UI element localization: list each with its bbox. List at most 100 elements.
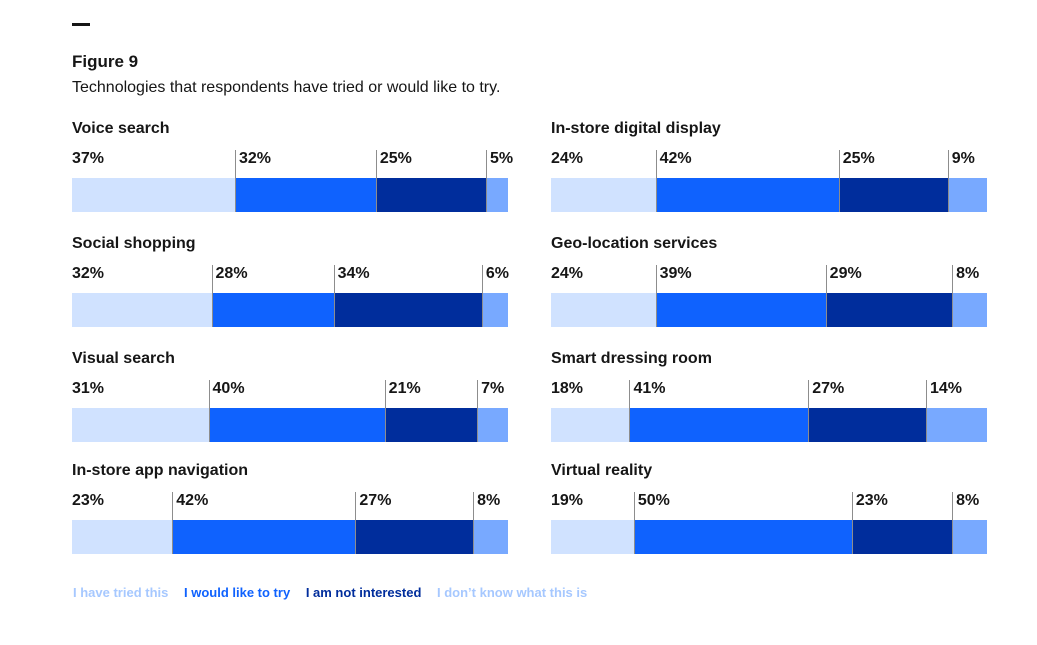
segment-divider — [477, 380, 478, 442]
segment-divider — [629, 380, 630, 442]
data-label-would-like: 50% — [637, 492, 670, 509]
segment-divider — [376, 150, 377, 212]
data-label-not-interested: 34% — [337, 265, 370, 282]
bar-segment-dont-know — [473, 520, 508, 554]
data-label-not-interested: 27% — [812, 380, 845, 397]
bar-segment-tried — [72, 408, 209, 442]
segment-divider — [355, 492, 356, 554]
data-label-would-like: 32% — [238, 150, 271, 167]
segment-divider — [634, 492, 635, 554]
legend: I have tried this I would like to try I … — [73, 585, 599, 600]
data-label-would-like: 40% — [212, 380, 245, 397]
data-label-would-like: 28% — [215, 265, 248, 282]
bar-title-in-store-app-navigation: In-store app navigation — [72, 462, 249, 479]
data-label-tried: 23% — [72, 492, 105, 509]
bar-segment-tried — [551, 408, 630, 442]
data-label-not-interested: 29% — [829, 265, 862, 282]
bar-segment-dont-know — [481, 293, 508, 327]
bar-segment-dont-know — [925, 408, 987, 442]
segment-divider — [952, 265, 953, 327]
bar-segment-tried — [72, 293, 212, 327]
legend-item-dont-know: I don’t know what this is — [437, 585, 588, 600]
bar-segment-not-interested — [355, 520, 474, 554]
data-label-tried: 18% — [551, 380, 584, 397]
bar-segment-would-like — [655, 293, 826, 327]
figure-subtitle: Technologies that respondents have tried… — [72, 79, 501, 96]
bar-segment-tried — [72, 178, 235, 212]
data-label-tried: 24% — [551, 265, 584, 282]
bar-segment-tried — [551, 520, 634, 554]
bar-segment-not-interested — [333, 293, 482, 327]
legend-item-tried: I have tried this — [73, 585, 169, 600]
data-label-tried: 24% — [551, 150, 584, 167]
segment-divider — [926, 380, 927, 442]
bar-title-geo-location-services: Geo-location services — [551, 235, 718, 252]
segment-divider — [656, 150, 657, 212]
segment-divider — [952, 492, 953, 554]
bar-segment-would-like — [629, 408, 809, 442]
data-label-would-like: 42% — [659, 150, 692, 167]
segment-divider — [482, 265, 483, 327]
segment-divider — [209, 380, 210, 442]
segment-divider — [334, 265, 335, 327]
bar-title-in-store-digital-display: In-store digital display — [551, 120, 721, 137]
bar-segment-would-like — [234, 178, 376, 212]
segment-divider — [839, 150, 840, 212]
bar-segment-not-interested — [825, 293, 953, 327]
data-label-would-like: 42% — [176, 492, 209, 509]
figure-label: Figure 9 — [72, 52, 139, 71]
data-label-dont-know: 5% — [489, 150, 514, 167]
segment-divider — [235, 150, 236, 212]
legend-item-would-like: I would like to try — [184, 585, 291, 600]
segment-divider — [486, 150, 487, 212]
bar-title-virtual-reality: Virtual reality — [551, 462, 653, 479]
bar-segment-dont-know — [477, 408, 508, 442]
decorative-dash — [72, 23, 90, 26]
bar-segment-would-like — [633, 520, 852, 554]
bar-segment-not-interested — [838, 178, 948, 212]
bar-title-smart-dressing-room: Smart dressing room — [551, 350, 712, 367]
data-label-dont-know: 8% — [956, 265, 980, 282]
bar-segment-dont-know — [952, 293, 987, 327]
data-label-not-interested: 27% — [359, 492, 392, 509]
segment-divider — [385, 380, 386, 442]
data-label-dont-know: 8% — [956, 492, 980, 509]
bar-segment-dont-know — [947, 178, 987, 212]
bar-segment-would-like — [211, 293, 334, 327]
data-label-dont-know: 8% — [477, 492, 501, 509]
data-label-not-interested: 25% — [379, 150, 412, 167]
bar-title-social-shopping: Social shopping — [72, 235, 196, 252]
bar-segment-tried — [551, 293, 656, 327]
data-label-not-interested: 21% — [388, 380, 421, 397]
bar-title-visual-search: Visual search — [72, 350, 175, 367]
data-label-tried: 32% — [72, 265, 105, 282]
bar-segment-tried — [551, 178, 656, 212]
bar-segment-tried — [72, 520, 173, 554]
segment-divider — [852, 492, 853, 554]
segment-divider — [948, 150, 949, 212]
bar-segment-dont-know — [485, 178, 508, 212]
segment-divider — [656, 265, 657, 327]
bar-segment-would-like — [655, 178, 839, 212]
bar-segment-would-like — [172, 520, 356, 554]
bar-segment-not-interested — [384, 408, 478, 442]
bar-segment-not-interested — [375, 178, 486, 212]
data-label-tried: 31% — [72, 380, 105, 397]
segment-divider — [172, 492, 173, 554]
segment-divider — [826, 265, 827, 327]
legend-item-not-interested: I am not interested — [305, 585, 422, 600]
bar-segment-not-interested — [808, 408, 926, 442]
data-label-not-interested: 23% — [855, 492, 888, 509]
bar-segment-would-like — [208, 408, 385, 442]
segment-divider — [473, 492, 474, 554]
bar-segment-not-interested — [851, 520, 953, 554]
data-label-dont-know: 7% — [481, 380, 505, 397]
data-label-tried: 37% — [72, 150, 105, 167]
bar-segment-dont-know — [952, 520, 987, 554]
data-label-not-interested: 25% — [842, 150, 875, 167]
data-label-tried: 19% — [551, 492, 584, 509]
data-label-dont-know: 9% — [951, 150, 975, 167]
data-label-dont-know: 6% — [485, 265, 509, 282]
segment-divider — [808, 380, 809, 442]
data-label-would-like: 39% — [659, 265, 692, 282]
